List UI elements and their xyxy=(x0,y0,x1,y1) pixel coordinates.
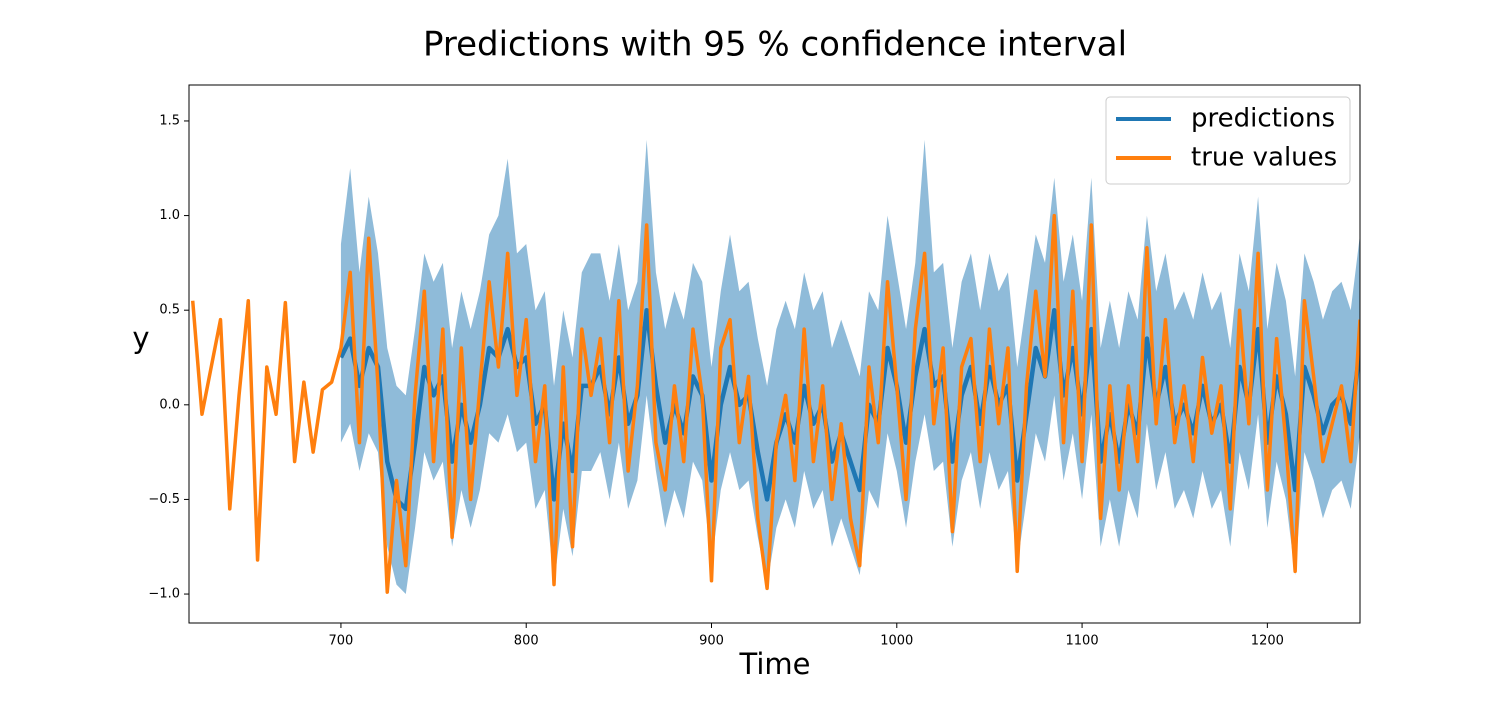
legend-label: predictions xyxy=(1191,104,1335,134)
x-tick-label: 1200 xyxy=(1251,634,1284,649)
plot-frame xyxy=(188,84,1361,624)
y-axis-label: y xyxy=(132,321,149,355)
y-tick-label: −0.5 xyxy=(148,492,180,507)
x-tick-label: 1100 xyxy=(1066,634,1099,649)
plot-area xyxy=(190,139,1360,595)
x-tick-label: 1000 xyxy=(880,634,913,649)
y-tick-label: 0.5 xyxy=(159,303,180,318)
x-axis-label: Time xyxy=(739,647,811,681)
x-tick-label: 700 xyxy=(329,634,354,649)
y-tick-label: 0.0 xyxy=(159,397,180,412)
series-line xyxy=(190,213,1360,594)
confidence-band xyxy=(340,139,1360,595)
x-tick-label: 900 xyxy=(699,634,724,649)
x-tick-label: 800 xyxy=(514,634,539,649)
y-tick-label: 1.0 xyxy=(159,208,180,223)
y-tick-label: 1.5 xyxy=(159,113,180,128)
legend-label: true values xyxy=(1191,143,1337,173)
y-tick-label: −1.0 xyxy=(148,587,180,602)
chart-title: Predictions with 95 % confidence interva… xyxy=(423,25,1127,65)
